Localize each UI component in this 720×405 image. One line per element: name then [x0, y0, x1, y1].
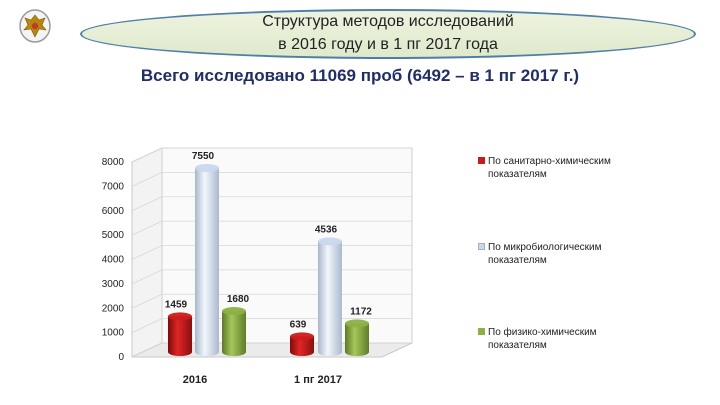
- gridline: [131, 196, 412, 212]
- banner-title-line-1: Структура методов исследований: [262, 13, 514, 30]
- y-tick-label: 3000: [102, 279, 125, 290]
- bar: [318, 237, 342, 356]
- bar: [345, 319, 369, 356]
- y-tick-label: 2000: [102, 303, 125, 314]
- legend-label-sanitary: По санитарно-химическим показателям: [488, 156, 611, 180]
- x-tick-label: 2016: [183, 374, 207, 386]
- legend-swatch-physchem: [478, 328, 485, 335]
- gridline: [131, 171, 412, 187]
- x-axis-labels: 2016 1 пг 2017: [183, 374, 342, 386]
- data-labels: 1459 7550 1680 639 4536 1172: [165, 151, 372, 330]
- emblem-icon: [19, 9, 51, 43]
- y-tick-label: 5000: [102, 230, 125, 241]
- bar: [195, 163, 219, 356]
- data-label: 639: [290, 319, 307, 330]
- banner-title-line-2: в 2016 году и в 1 пг 2017 года: [278, 36, 498, 53]
- gridline: [131, 147, 412, 163]
- legend-label-physchem: По физико-химическим показателям: [488, 327, 597, 351]
- data-label: 1459: [165, 299, 188, 310]
- y-tick-label: 7000: [102, 181, 125, 192]
- x-tick-label: 1 пг 2017: [294, 374, 342, 386]
- legend-swatch-microbio: [478, 243, 485, 250]
- chart-subtitle: Всего исследовано 11069 проб (6492 – в 1…: [140, 66, 580, 85]
- data-label: 1172: [350, 306, 372, 317]
- bar: [222, 307, 246, 356]
- data-label: 4536: [315, 224, 338, 235]
- bars: [168, 163, 369, 356]
- data-label: 1680: [227, 294, 250, 305]
- y-tick-label: 0: [118, 352, 124, 363]
- data-label: 7550: [192, 151, 215, 162]
- bar: [290, 332, 314, 356]
- bar: [168, 312, 192, 356]
- title-banner: [80, 9, 696, 59]
- y-tick-label: 6000: [102, 206, 125, 217]
- gridline: [131, 220, 412, 236]
- y-tick-label: 8000: [102, 157, 125, 168]
- legend-label-microbio: По микробиологическим показателям: [488, 242, 602, 266]
- y-tick-label: 4000: [102, 255, 125, 266]
- legend-swatch-sanitary: [478, 157, 485, 164]
- y-tick-label: 1000: [102, 328, 125, 339]
